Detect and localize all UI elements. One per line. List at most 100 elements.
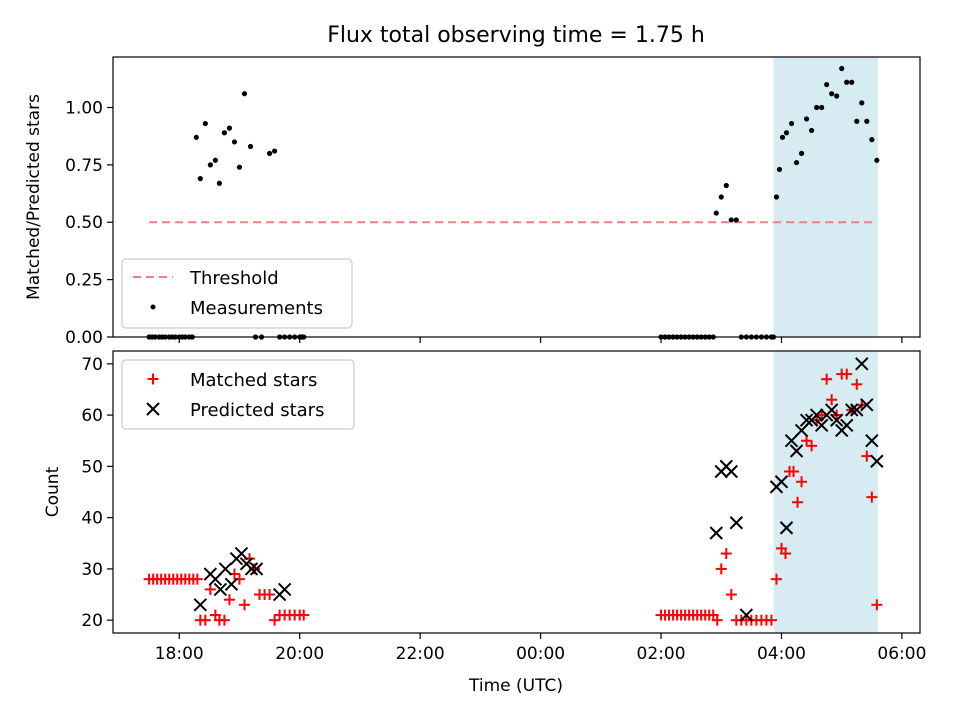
matched-point: [801, 435, 813, 447]
predicted-point: [193, 598, 208, 612]
measurement-point: [783, 130, 790, 136]
predicted-point: [799, 413, 814, 427]
bottom-y-axis-label: Count: [43, 466, 63, 517]
bottom-y-tick-label: 30: [81, 560, 103, 580]
bottom-y-tick-label: 60: [81, 406, 103, 426]
x-tick-label: 00:00: [516, 644, 565, 664]
measurement-point: [216, 180, 222, 186]
measurement-point: [829, 91, 835, 97]
matched-point: [821, 373, 833, 385]
matched-point: [871, 599, 883, 611]
bottom-plot-frame: [112, 350, 921, 634]
measurement-point: [874, 157, 880, 163]
measurement-point: [854, 118, 860, 124]
matched-point: [218, 614, 230, 626]
x-tick-label: 02:00: [637, 644, 686, 664]
matched-point: [298, 609, 310, 621]
legend-matched-label: Matched stars: [190, 370, 317, 391]
legend-predicted-marker: [146, 402, 160, 416]
predicted-point: [840, 418, 854, 433]
predicted-point: [709, 526, 723, 540]
measurement-point: [834, 93, 840, 99]
bottom-legend: Matched stars Predicted stars: [121, 359, 355, 430]
measurement-point: [272, 148, 278, 154]
predicted-point: [814, 418, 829, 433]
matched-point: [841, 368, 853, 380]
measurement-point: [193, 134, 199, 140]
predicted-point: [739, 608, 754, 622]
bottom-y-axis: 20 30 40 50 60 70: [81, 355, 113, 631]
predicted-point: [224, 577, 239, 591]
measurement-point: [197, 176, 203, 182]
top-y-tick-label: 0.75: [65, 156, 103, 176]
measurement-point: [202, 120, 208, 127]
matched-point: [826, 394, 838, 406]
measurement-point: [723, 182, 729, 189]
chart-title: Flux total observing time = 1.75 h: [327, 23, 705, 48]
measurement-point: [779, 134, 786, 140]
matched-point: [851, 378, 863, 390]
matched-point: [806, 440, 818, 452]
predicted-point: [729, 516, 744, 530]
predicted-point: [779, 521, 794, 535]
matched-point: [204, 583, 216, 595]
predicted-point: [277, 582, 292, 597]
top-legend-box: [121, 258, 353, 329]
legend-predicted-label: Predicted stars: [190, 400, 324, 421]
top-y-axis: 0.00 0.25 0.50 0.75 1.00: [65, 98, 113, 348]
top-shaded-region: [773, 57, 878, 337]
predicted-point: [865, 434, 879, 448]
measurement-point: [839, 65, 845, 72]
measurement-point: [236, 164, 243, 170]
legend-predicted-swatch: [146, 402, 160, 416]
top-y-tick-label: 0.25: [65, 271, 103, 291]
x-tick-label: 22:00: [396, 644, 445, 664]
matched-point: [264, 589, 276, 601]
matched-point: [715, 563, 727, 575]
predicted-point: [829, 413, 844, 427]
matched-point: [780, 548, 791, 560]
predicted-points: [193, 357, 884, 622]
top-panel: 0.00 0.25 0.50 0.75 1.00 Matched/Predicted s…: [24, 56, 921, 348]
predicted-point: [860, 398, 874, 412]
matched-point: [269, 614, 281, 626]
measurement-point: [824, 81, 830, 88]
measurement-point: [247, 143, 254, 150]
x-axis-label: Time (UTC): [468, 676, 563, 696]
measurement-point: [221, 130, 228, 136]
bottom-y-tick-label: 70: [81, 355, 103, 375]
matched-point: [788, 465, 800, 477]
measurement-point: [819, 104, 825, 111]
predicted-point: [208, 572, 223, 586]
measurement-point: [844, 79, 850, 85]
measurement-point: [869, 137, 875, 143]
measurement-point: [733, 217, 739, 223]
predicted-point: [870, 454, 884, 468]
measurement-point: [231, 139, 238, 145]
predicted-point: [724, 464, 739, 479]
predicted-point: [234, 546, 249, 561]
x-tick-label: 06:00: [877, 644, 926, 664]
predicted-point: [789, 444, 804, 458]
matched-point: [720, 548, 732, 560]
matched-point: [725, 589, 737, 601]
top-y-tick-label: 1.00: [65, 98, 103, 118]
top-legend: Threshold Measurements: [121, 258, 353, 329]
matched-point: [223, 594, 235, 606]
legend-measurements-label: Measurements: [190, 298, 323, 319]
measurement-point: [226, 125, 233, 131]
measurement-point: [718, 194, 724, 200]
matched-points: [143, 368, 883, 626]
top-y-tick-label: 0.00: [65, 328, 103, 348]
legend-matched-swatch: [147, 373, 159, 385]
measurement-point: [798, 150, 805, 156]
bottom-y-tick-label: 20: [81, 611, 103, 631]
x-tick-label: 04:00: [757, 644, 806, 664]
predicted-point: [218, 562, 233, 576]
measurement-point: [814, 104, 820, 111]
measurement-point: [793, 159, 800, 166]
measurement-point: [266, 150, 273, 156]
measurement-point: [864, 118, 870, 124]
top-plot-frame: [112, 56, 921, 338]
